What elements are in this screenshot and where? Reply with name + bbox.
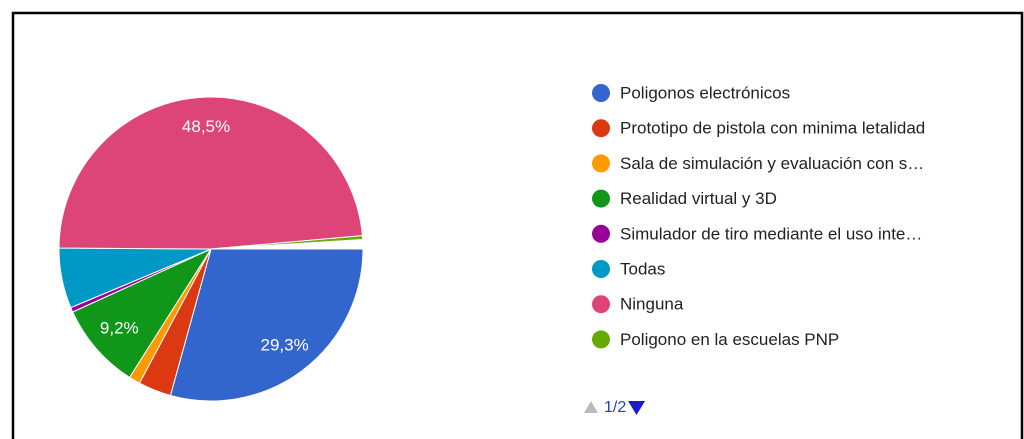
legend-label: Ninguna <box>620 295 684 314</box>
pie: 29,3% 9,2% 48,5% <box>58 96 364 402</box>
legend-label: Poligono en la escuelas PNP <box>620 330 839 349</box>
slice-label: 48,5% <box>182 117 230 136</box>
legend-marker <box>592 330 610 349</box>
legend-marker <box>592 84 610 102</box>
pagination: 1/2 <box>604 399 626 416</box>
slice <box>210 235 364 250</box>
legend-label: Prototipo de pistola con minima letalida… <box>620 119 925 138</box>
next-page[interactable] <box>628 401 645 415</box>
legend-label: Todas <box>620 259 665 278</box>
legend-marker <box>592 154 610 173</box>
slice <box>58 96 363 250</box>
legend-marker <box>592 189 610 208</box>
legend-label: Poligonos electrónicos <box>620 83 790 102</box>
legend-label: Sala de simulación y evaluación con s… <box>620 154 924 173</box>
slice <box>72 247 213 379</box>
legend-marker <box>592 295 610 314</box>
legend-marker <box>592 224 610 243</box>
legend-marker <box>592 119 610 138</box>
slice-label: 9,2% <box>100 318 139 337</box>
frame <box>11 11 1024 439</box>
prev-page[interactable] <box>584 401 598 413</box>
legend-label: Realidad virtual y 3D <box>620 189 777 208</box>
legend-label: Simulador de tiro mediante el uso inte… <box>620 224 922 243</box>
slice <box>169 248 364 402</box>
slice-label: 29,3% <box>261 335 309 354</box>
legend-marker <box>592 260 610 278</box>
legend: Poligonos electrónicos Prototipo de pisto… <box>592 83 925 349</box>
